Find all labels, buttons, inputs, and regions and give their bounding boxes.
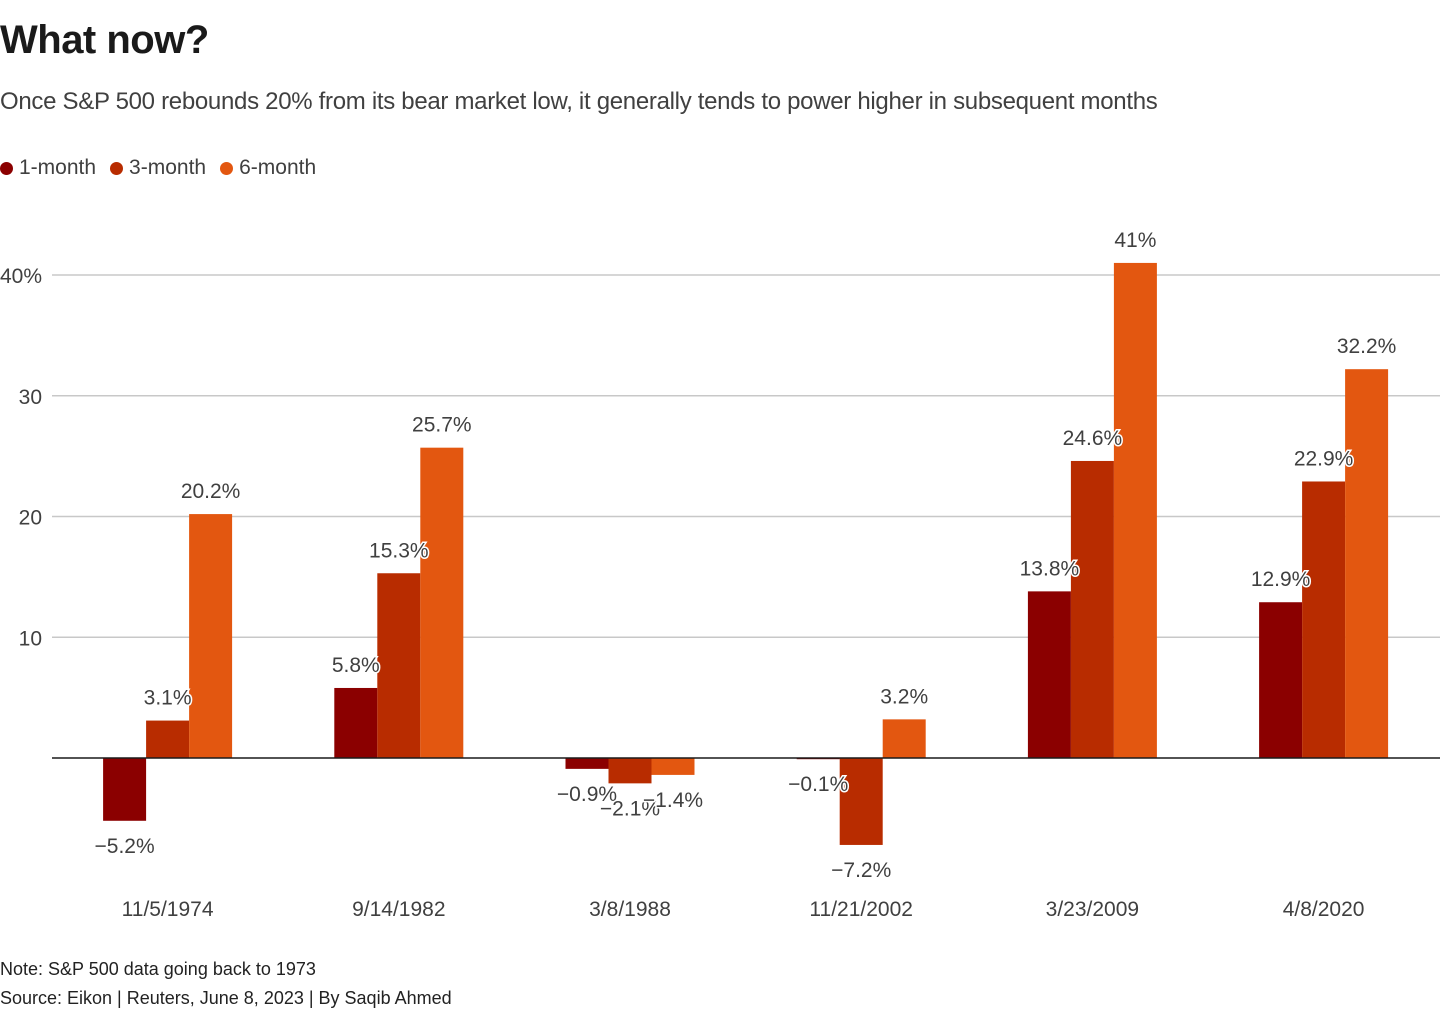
bar-1-month-1 [334,687,378,758]
data-label-3-month-4: 24.6% [1063,427,1123,450]
bar-6-month-2 [651,758,695,775]
data-label-6-month-3: 3.2% [880,685,928,708]
data-label-3-month-0: 3.1% [144,687,192,710]
bar-3-month-3 [839,758,883,845]
legend-item-1-month: 1-month [0,156,96,180]
y-tick-label: 30 [19,386,42,409]
x-tick-label: 11/5/1974 [122,898,214,921]
legend-swatch-1-month [0,161,13,175]
chart-title: What now? [0,18,209,62]
legend-swatch-3-month [110,161,124,175]
bar-6-month-3 [882,719,926,758]
bar-3-month-0 [146,720,190,758]
legend-item-6-month: 6-month [220,156,316,180]
legend-label-1-month: 1-month [19,156,97,179]
bar-1-month-5 [1259,602,1303,758]
legend-item-3-month: 3-month [110,156,206,180]
bar-6-month-4 [1113,262,1157,758]
x-tick-label: 3/23/2009 [1046,898,1139,921]
data-label-1-month-3: −0.1% [788,773,848,796]
y-tick-label: 10 [19,627,42,650]
footnote: Note: S&P 500 data going back to 1973 [0,959,316,979]
bar-3-month-1 [377,573,421,758]
chart-subtitle: Once S&P 500 rebounds 20% from its bear … [0,88,1158,115]
bar-6-month-5 [1345,369,1389,758]
legend-label-6-month: 6-month [239,156,317,179]
legend-label-3-month: 3-month [129,156,207,179]
bar-1-month-0 [103,758,147,821]
x-tick-label: 4/8/2020 [1283,898,1365,921]
data-label-1-month-2: −0.9% [557,783,617,806]
x-tick-label: 9/14/1982 [352,898,445,921]
y-tick-label: 20 [19,507,42,530]
bar-6-month-0 [189,514,233,758]
legend-swatch-6-month [220,161,234,175]
data-label-1-month-5: 12.9% [1251,568,1311,591]
data-label-6-month-2: −1.4% [643,789,703,812]
y-tick-label: 40% [0,265,42,288]
data-label-3-month-5: 22.9% [1294,447,1354,470]
x-tick-label: 3/8/1988 [589,898,671,921]
data-label-3-month-2: −2.1% [600,797,660,820]
data-label-3-month-3: −7.2% [831,859,891,882]
source-credit: Source: Eikon | Reuters, June 8, 2023 | … [0,988,452,1008]
data-label-3-month-1: 15.3% [369,539,429,562]
data-label-6-month-5: 32.2% [1337,335,1397,358]
data-label-1-month-0: −5.2% [95,835,155,858]
x-tick-label: 11/21/2002 [809,898,913,921]
data-label-6-month-4: 41% [1114,229,1156,252]
legend: 1-month 3-month 6-month [0,156,330,180]
bar-6-month-1 [420,447,464,758]
bar-1-month-2 [565,758,609,769]
data-label-6-month-0: 20.2% [181,480,241,503]
data-label-6-month-1: 25.7% [412,414,472,437]
bar-3-month-2 [608,758,652,784]
data-label-1-month-1: 5.8% [332,654,380,677]
bar-3-month-4 [1070,460,1114,758]
data-label-1-month-4: 13.8% [1020,557,1080,580]
bar-3-month-5 [1302,481,1346,758]
bar-1-month-4 [1027,591,1071,758]
